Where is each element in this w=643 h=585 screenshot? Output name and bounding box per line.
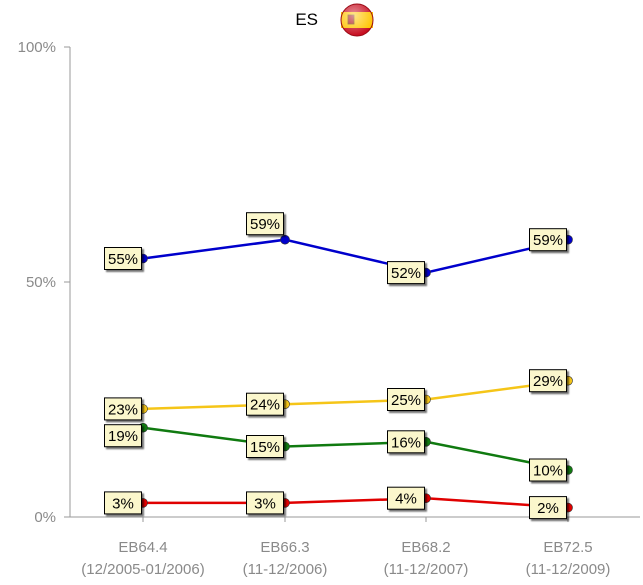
data-label: 16%	[387, 430, 425, 454]
data-label: 24%	[246, 392, 284, 416]
x-category-sublabel: (11-12/2009)	[526, 561, 611, 578]
data-label: 15%	[246, 435, 284, 458]
data-label: 2%	[529, 496, 567, 520]
x-category-sublabel: (11-12/2006)	[243, 561, 328, 578]
svg-text:52%: 52%	[391, 265, 421, 282]
svg-text:19%: 19%	[108, 428, 138, 445]
svg-text:29%: 29%	[533, 373, 563, 390]
data-label: 23%	[104, 397, 142, 421]
svg-text:10%: 10%	[533, 463, 563, 480]
svg-text:2%: 2%	[537, 500, 559, 517]
data-point	[280, 234, 290, 245]
data-label: 52%	[387, 261, 425, 285]
svg-text:16%: 16%	[391, 434, 421, 451]
svg-text:23%: 23%	[108, 401, 138, 418]
data-label: 19%	[104, 424, 142, 448]
svg-text:3%: 3%	[112, 495, 134, 512]
spain-flag-icon	[340, 3, 374, 37]
x-category-sublabel: (12/2005-01/2006)	[81, 561, 204, 578]
data-label: 3%	[246, 491, 284, 515]
svg-text:24%: 24%	[250, 397, 280, 414]
y-tick-label: 50%	[26, 274, 56, 291]
series-line	[142, 379, 569, 411]
y-tick-label: 0%	[34, 509, 56, 526]
x-category-label: EB72.5	[543, 539, 592, 556]
data-label: 25%	[387, 388, 425, 411]
data-label: 10%	[529, 458, 567, 482]
x-category-label: EB64.4	[118, 539, 167, 556]
y-tick-label: 100%	[18, 39, 56, 56]
svg-text:15%: 15%	[250, 439, 280, 456]
data-label: 59%	[246, 212, 284, 236]
svg-text:3%: 3%	[254, 495, 276, 512]
svg-text:59%: 59%	[250, 216, 280, 233]
svg-text:25%: 25%	[391, 392, 421, 409]
series-line	[143, 496, 569, 509]
data-label: 55%	[104, 247, 142, 270]
data-label: 59%	[529, 228, 567, 252]
series-line	[142, 238, 569, 274]
data-label: 4%	[387, 486, 425, 510]
series-line	[142, 426, 569, 472]
svg-text:55%: 55%	[108, 251, 138, 268]
chart-title: ES	[295, 10, 318, 29]
x-category-label: EB68.2	[401, 539, 450, 556]
x-category-label: EB66.3	[260, 539, 309, 556]
data-label: 3%	[104, 491, 142, 515]
data-label: 29%	[529, 369, 567, 393]
svg-text:4%: 4%	[395, 491, 417, 508]
x-category-sublabel: (11-12/2007)	[384, 561, 469, 578]
svg-text:59%: 59%	[533, 232, 563, 249]
